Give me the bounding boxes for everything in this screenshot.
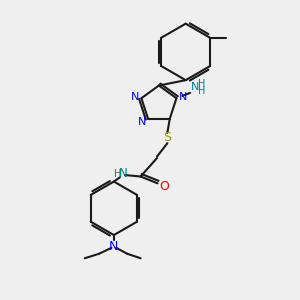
- Text: S: S: [164, 131, 171, 144]
- Text: N: N: [131, 92, 139, 102]
- Text: H: H: [114, 169, 122, 178]
- Text: H: H: [198, 86, 206, 96]
- Text: N: N: [191, 82, 200, 92]
- Text: O: O: [160, 180, 169, 193]
- Text: N: N: [109, 240, 119, 253]
- Text: N: N: [179, 92, 187, 102]
- Text: N: N: [138, 117, 146, 127]
- Text: N: N: [119, 167, 128, 180]
- Text: H: H: [198, 79, 206, 89]
